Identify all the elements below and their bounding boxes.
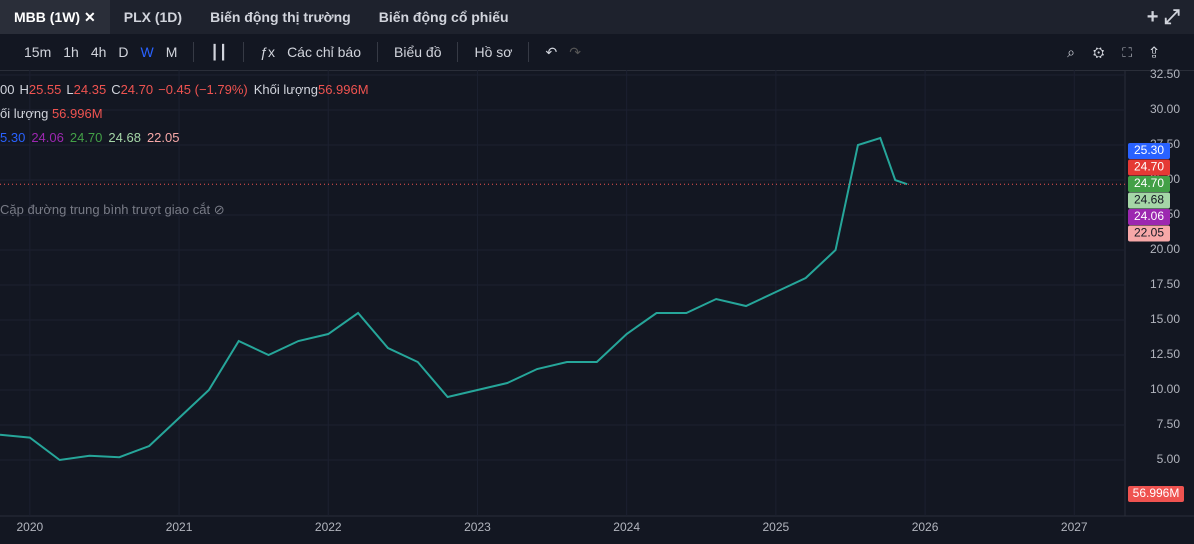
y-tick-label: 30.00 (1150, 102, 1180, 116)
y-tick-label: 32.50 (1150, 67, 1180, 81)
legend-ohlc-item: Khối lượng (253, 82, 318, 97)
chart-style-button[interactable]: ┃┃ (210, 43, 228, 60)
price-label: 24.06 (1134, 209, 1164, 223)
redo[interactable]: ↷ (569, 43, 581, 60)
price-label-box (1128, 176, 1170, 192)
legend-ohlc-item: L (66, 82, 74, 97)
x-tick-label: 2025 (763, 520, 790, 534)
legend-ohlc-item: C (111, 82, 121, 97)
legend-indicator: Cặp đường trung bình trượt giao cắt ⊘ (0, 202, 225, 217)
price-line (0, 136, 908, 462)
price-label-box (1128, 143, 1170, 159)
separator (528, 42, 530, 62)
interval[interactable]: D (118, 44, 129, 60)
interval[interactable]: W (140, 44, 154, 60)
indicator-name: Cặp đường trung bình trượt giao cắt (0, 202, 211, 217)
price-label: 24.70 (1134, 176, 1164, 190)
tab[interactable]: MBB (1W) ✕ (0, 0, 110, 34)
legend-ichimoku-item: 22.05 (146, 130, 180, 145)
legend-ichimoku: 5.30 24.06 24.70 24.68 22.05 (0, 130, 186, 145)
y-tick-label: 20.00 (1150, 242, 1180, 256)
legend-text: ối lượng (0, 106, 49, 121)
interval[interactable]: 4h (90, 44, 107, 60)
toolbar: 15m 1h 4h D W M ┃┃ ƒx Các chỉ báo Biểu đồ… (0, 34, 1194, 71)
separator (457, 42, 459, 62)
x-tick-label: 2024 (613, 520, 640, 534)
tab[interactable]: Biến động cổ phiếu (378, 9, 509, 25)
interval[interactable]: 15m (24, 44, 52, 60)
price-label-box (1128, 209, 1170, 225)
interval[interactable]: M (165, 44, 178, 60)
legend-ohlc-item: 25.55 (28, 82, 62, 97)
legend-ichimoku-item: 24.70 (69, 130, 103, 145)
tab[interactable]: PLX (1D) (123, 9, 183, 25)
tab-bar: MBB (1W) ✕ PLX (1D) Biến động thị trường… (0, 0, 1194, 34)
undo[interactable]: ↶ (545, 43, 558, 60)
legend-ohlc-item: −0.45 (−1.79%) (158, 82, 248, 97)
legend-ohlc-item: 24.35 (73, 82, 107, 97)
x-tick-label: 2022 (315, 520, 342, 534)
y-tick-label: 10.00 (1150, 382, 1180, 396)
separator (193, 42, 195, 62)
y-tick-label: 15.00 (1150, 312, 1180, 326)
x-tick-label: 2020 (16, 520, 43, 534)
legend-value: 56.996M (51, 106, 103, 121)
price-label: 24.70 (1134, 160, 1164, 174)
tab-actions[interactable]: + ⤢ (1146, 5, 1180, 28)
legend-ohlc-item: 56.996M (317, 82, 369, 97)
volume-label-box (1128, 486, 1184, 502)
tab-label[interactable]: MBB (1W) (14, 9, 81, 25)
x-tick-label: 2027 (1061, 520, 1088, 534)
legend-volume: ối lượng 56.996M (0, 106, 103, 121)
volume-label: 56.996M (1133, 486, 1180, 500)
y-tick-label: 12.50 (1150, 347, 1180, 361)
separator (377, 42, 378, 62)
legend-ohlc: 00 H25.55 L24.35 C24.70 −0.45 (−1.79%) Khối l… (0, 82, 369, 97)
legend-ichimoku-item: 24.06 (31, 130, 64, 145)
y-tick-label: 7.50 (1157, 417, 1181, 431)
tab[interactable]: Biến động thị trường (210, 9, 351, 25)
right-tools[interactable]: ⌕⚙⛶⇪ (1067, 43, 1176, 60)
price-label: 24.68 (1134, 193, 1164, 207)
legend-ohlc-item: H (19, 82, 29, 97)
indicator-icon: ƒx (260, 44, 276, 60)
legend-ichimoku-item: 24.68 (108, 130, 141, 145)
price-label: 25.30 (1134, 143, 1164, 157)
x-tick-label: 2026 (912, 520, 939, 534)
price-label-box (1128, 159, 1170, 176)
price-label-box (1128, 225, 1170, 242)
legend-ohlc-item: 24.70 (120, 82, 154, 97)
indicators-button[interactable]: Các chỉ báo (287, 44, 361, 60)
chart-button[interactable]: Biểu đồ (394, 44, 442, 60)
x-tick-label: 2021 (166, 520, 193, 534)
profile-button[interactable]: Hồ sơ (474, 44, 513, 60)
y-tick-label: 17.50 (1150, 277, 1180, 291)
price-label-box (1128, 192, 1170, 209)
legend-ohlc-item: 00 (0, 82, 15, 97)
price-label: 22.05 (1134, 226, 1164, 240)
separator (243, 42, 245, 62)
y-tick-label: 5.00 (1157, 452, 1181, 466)
x-tick-label: 2023 (464, 520, 491, 534)
legend-ichimoku-item: 5.30 (0, 130, 26, 145)
interval[interactable]: 1h (63, 44, 79, 60)
